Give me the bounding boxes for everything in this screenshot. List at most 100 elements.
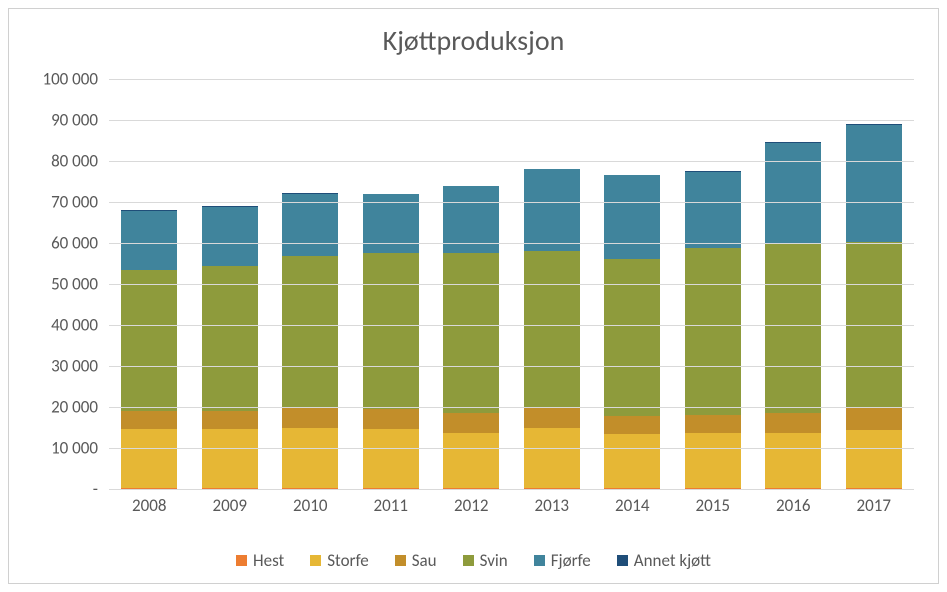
plot-area xyxy=(109,79,914,489)
bar-segment-svin xyxy=(202,266,258,410)
gridline xyxy=(109,79,914,80)
x-axis-label: 2016 xyxy=(776,495,810,516)
legend-item-fjørfe: Fjørfe xyxy=(534,550,591,571)
chart-title: Kjøttproduksjon xyxy=(9,9,938,64)
bar-segment-storfe xyxy=(202,429,258,488)
bar-segment-fjørfe xyxy=(202,207,258,266)
legend-label: Storfe xyxy=(327,550,368,571)
y-axis-label: 70 000 xyxy=(8,192,98,213)
bar-segment-sau xyxy=(685,415,741,433)
bar-segment-sau xyxy=(121,411,177,429)
legend-label: Fjørfe xyxy=(551,550,591,571)
bar-segment-svin xyxy=(524,251,580,408)
bar-group xyxy=(282,193,338,489)
y-axis-label: 40 000 xyxy=(8,315,98,336)
y-axis-label: - xyxy=(8,479,98,500)
bar-segment-svin xyxy=(765,244,821,412)
x-axis-label: 2011 xyxy=(374,495,408,516)
x-axis-label: 2012 xyxy=(454,495,488,516)
x-axis-label: 2014 xyxy=(615,495,649,516)
bar-group xyxy=(604,175,660,489)
gridline xyxy=(109,407,914,408)
bar-segment-fjørfe xyxy=(846,125,902,242)
x-axis-label: 2008 xyxy=(132,495,166,516)
gridline xyxy=(109,243,914,244)
bar-segment-storfe xyxy=(524,428,580,489)
bar-segment-svin xyxy=(685,248,741,415)
legend-label: Hest xyxy=(253,550,284,571)
bar-segment-fjørfe xyxy=(604,175,660,259)
legend-item-sau: Sau xyxy=(395,550,437,571)
chart-container: Kjøttproduksjon Hest Storfe Sau Svin Fjørfe A… xyxy=(8,8,939,584)
legend-label: Annet kjøtt xyxy=(634,550,711,571)
bar-group xyxy=(443,186,499,489)
bar-segment-storfe xyxy=(604,434,660,488)
x-axis-label: 2010 xyxy=(293,495,327,516)
y-axis-label: 20 000 xyxy=(8,397,98,418)
bar-segment-svin xyxy=(443,253,499,414)
bar-segment-fjørfe xyxy=(282,194,338,256)
bar-segment-fjørfe xyxy=(765,143,821,245)
legend-item-storfe: Storfe xyxy=(310,550,368,571)
bar-group xyxy=(363,194,419,489)
legend-item-annet-kjøtt: Annet kjøtt xyxy=(617,550,711,571)
bar-segment-storfe xyxy=(282,428,338,489)
bar-group xyxy=(765,142,821,489)
bar-segment-fjørfe xyxy=(121,211,177,270)
legend-label: Svin xyxy=(480,550,508,571)
x-axis-label: 2013 xyxy=(535,495,569,516)
bar-segment-storfe xyxy=(846,430,902,488)
x-axis-label: 2009 xyxy=(213,495,247,516)
bar-segment-svin xyxy=(363,253,419,410)
bar-group xyxy=(685,171,741,489)
bar-segment-fjørfe xyxy=(524,169,580,251)
bar-segment-storfe xyxy=(121,429,177,488)
bar-segment-svin xyxy=(282,256,338,409)
bar-group xyxy=(524,169,580,489)
bar-segment-storfe xyxy=(685,433,741,488)
y-axis-label: 30 000 xyxy=(8,356,98,377)
x-axis-label: 2017 xyxy=(857,495,891,516)
bar-segment-sau xyxy=(524,408,580,428)
bar-segment-sau xyxy=(282,408,338,428)
bar-segment-sau xyxy=(202,411,258,429)
y-axis-label: 60 000 xyxy=(8,233,98,254)
gridline xyxy=(109,202,914,203)
legend-item-hest: Hest xyxy=(236,550,284,571)
bar-group xyxy=(846,124,902,489)
bar-segment-sau xyxy=(604,416,660,434)
legend-item-svin: Svin xyxy=(463,550,508,571)
legend-swatch xyxy=(310,555,321,566)
y-axis-label: 100 000 xyxy=(8,69,98,90)
bar-segment-storfe xyxy=(363,429,419,488)
bar-segment-storfe xyxy=(765,433,821,488)
bar-group xyxy=(202,206,258,489)
legend-swatch xyxy=(534,555,545,566)
legend-swatch xyxy=(617,555,628,566)
legend: Hest Storfe Sau Svin Fjørfe Annet kjøtt xyxy=(9,550,938,571)
y-axis-label: 90 000 xyxy=(8,110,98,131)
gridline xyxy=(109,161,914,162)
bar-segment-storfe xyxy=(443,433,499,488)
bar-segment-sau xyxy=(765,413,821,434)
bar-segment-svin xyxy=(121,270,177,410)
legend-swatch xyxy=(236,555,247,566)
gridline xyxy=(109,489,914,490)
legend-swatch xyxy=(463,555,474,566)
gridline xyxy=(109,325,914,326)
bar-segment-fjørfe xyxy=(685,172,741,248)
gridline xyxy=(109,120,914,121)
legend-label: Sau xyxy=(412,550,437,571)
y-axis-label: 10 000 xyxy=(8,438,98,459)
y-axis-label: 80 000 xyxy=(8,151,98,172)
gridline xyxy=(109,366,914,367)
x-axis-label: 2015 xyxy=(696,495,730,516)
bar-segment-sau xyxy=(846,408,902,431)
legend-swatch xyxy=(395,555,406,566)
y-axis-label: 50 000 xyxy=(8,274,98,295)
bar-segment-sau xyxy=(443,413,499,433)
gridline xyxy=(109,448,914,449)
gridline xyxy=(109,284,914,285)
bar-segment-svin xyxy=(604,259,660,416)
bar-segment-sau xyxy=(363,409,419,429)
